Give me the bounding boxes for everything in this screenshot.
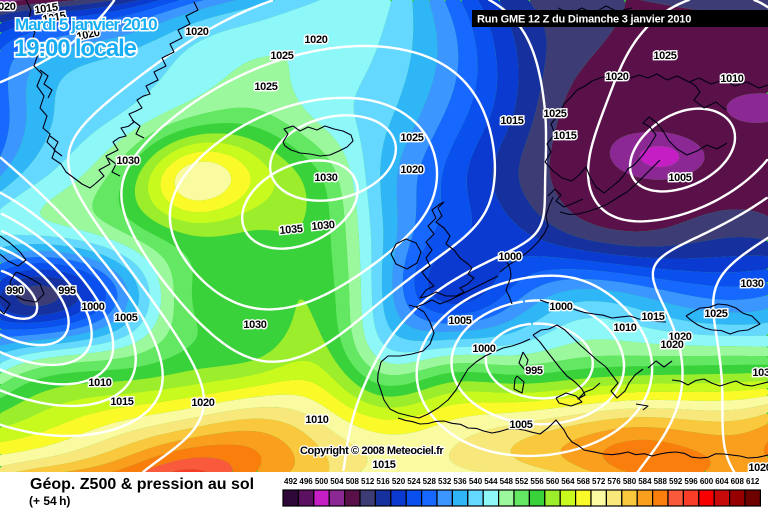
svg-text:1015: 1015: [372, 459, 395, 471]
svg-text:608: 608: [731, 477, 745, 486]
svg-text:1025: 1025: [254, 81, 277, 93]
svg-text:1030: 1030: [311, 219, 335, 233]
svg-text:548: 548: [500, 477, 514, 486]
svg-text:19:00 locale: 19:00 locale: [14, 35, 137, 62]
svg-text:1030: 1030: [116, 155, 139, 167]
svg-text:580: 580: [623, 477, 637, 486]
svg-text:508: 508: [346, 477, 360, 486]
svg-text:1035: 1035: [279, 223, 303, 237]
svg-text:556: 556: [530, 477, 544, 486]
svg-text:1030: 1030: [314, 172, 337, 184]
svg-text:1020: 1020: [668, 331, 691, 343]
svg-text:512: 512: [361, 477, 375, 486]
svg-text:528: 528: [423, 477, 437, 486]
svg-text:520: 520: [392, 477, 406, 486]
svg-text:588: 588: [654, 477, 668, 486]
svg-text:496: 496: [299, 477, 313, 486]
svg-text:504: 504: [330, 477, 344, 486]
svg-text:1020: 1020: [400, 164, 423, 176]
svg-text:1020: 1020: [191, 397, 214, 409]
svg-text:1025: 1025: [653, 50, 676, 62]
svg-text:Run GME 12 Z du Dimanche 3 jan: Run GME 12 Z du Dimanche 3 janvier 2010: [477, 14, 691, 26]
svg-text:536: 536: [453, 477, 467, 486]
svg-text:1030: 1030: [740, 278, 763, 290]
svg-text:572: 572: [592, 477, 606, 486]
svg-text:544: 544: [484, 477, 498, 486]
svg-text:1030: 1030: [243, 319, 266, 331]
svg-text:540: 540: [469, 477, 483, 486]
svg-text:1020: 1020: [304, 34, 327, 46]
svg-text:604: 604: [715, 477, 729, 486]
svg-text:1000: 1000: [472, 343, 495, 355]
svg-text:990: 990: [6, 285, 24, 297]
svg-text:500: 500: [315, 477, 329, 486]
svg-text:1005: 1005: [668, 172, 691, 184]
svg-text:1005: 1005: [114, 312, 137, 324]
svg-text:492: 492: [284, 477, 298, 486]
svg-text:Mardi 5 janvier 2010: Mardi 5 janvier 2010: [15, 15, 157, 34]
svg-text:1010: 1010: [88, 377, 111, 389]
svg-text:1015: 1015: [641, 311, 664, 323]
svg-text:995: 995: [525, 365, 543, 377]
svg-text:1025: 1025: [400, 132, 423, 144]
svg-text:516: 516: [376, 477, 390, 486]
svg-text:532: 532: [438, 477, 452, 486]
svg-text:600: 600: [700, 477, 714, 486]
svg-text:612: 612: [746, 477, 760, 486]
svg-text:1025: 1025: [704, 308, 727, 320]
svg-text:568: 568: [577, 477, 591, 486]
svg-text:Copyright © 2008 Meteociel.fr: Copyright © 2008 Meteociel.fr: [300, 445, 444, 457]
svg-text:576: 576: [607, 477, 621, 486]
svg-text:1000: 1000: [549, 301, 572, 313]
svg-text:1000: 1000: [81, 301, 104, 313]
svg-text:552: 552: [515, 477, 529, 486]
svg-text:(+ 54 h): (+ 54 h): [29, 494, 70, 508]
svg-text:1010: 1010: [305, 414, 328, 426]
svg-text:1030: 1030: [752, 367, 768, 379]
svg-text:1020: 1020: [660, 339, 683, 351]
svg-text:596: 596: [684, 477, 698, 486]
svg-text:524: 524: [407, 477, 421, 486]
svg-text:1020: 1020: [76, 27, 101, 44]
svg-text:1015: 1015: [110, 396, 133, 408]
svg-text:564: 564: [561, 477, 575, 486]
svg-text:1015: 1015: [553, 130, 576, 142]
svg-text:995: 995: [58, 285, 76, 297]
svg-text:1005: 1005: [509, 419, 532, 431]
svg-text:560: 560: [546, 477, 560, 486]
svg-text:1025: 1025: [270, 50, 293, 62]
svg-text:1020: 1020: [185, 26, 208, 38]
svg-text:1010: 1010: [720, 73, 743, 85]
svg-text:1020: 1020: [748, 462, 768, 474]
svg-text:1015: 1015: [500, 115, 523, 127]
svg-text:1015: 1015: [42, 10, 67, 26]
svg-text:1020: 1020: [605, 71, 628, 83]
svg-text:1005: 1005: [448, 315, 471, 327]
svg-text:Géop. Z500 & pression au sol: Géop. Z500 & pression au sol: [30, 476, 254, 493]
svg-text:592: 592: [669, 477, 683, 486]
svg-text:584: 584: [638, 477, 652, 486]
svg-text:1020: 1020: [0, 1, 16, 13]
svg-text:1010: 1010: [613, 322, 636, 334]
svg-text:1025: 1025: [543, 108, 566, 120]
svg-text:1015: 1015: [34, 1, 59, 16]
svg-text:1000: 1000: [498, 251, 521, 263]
